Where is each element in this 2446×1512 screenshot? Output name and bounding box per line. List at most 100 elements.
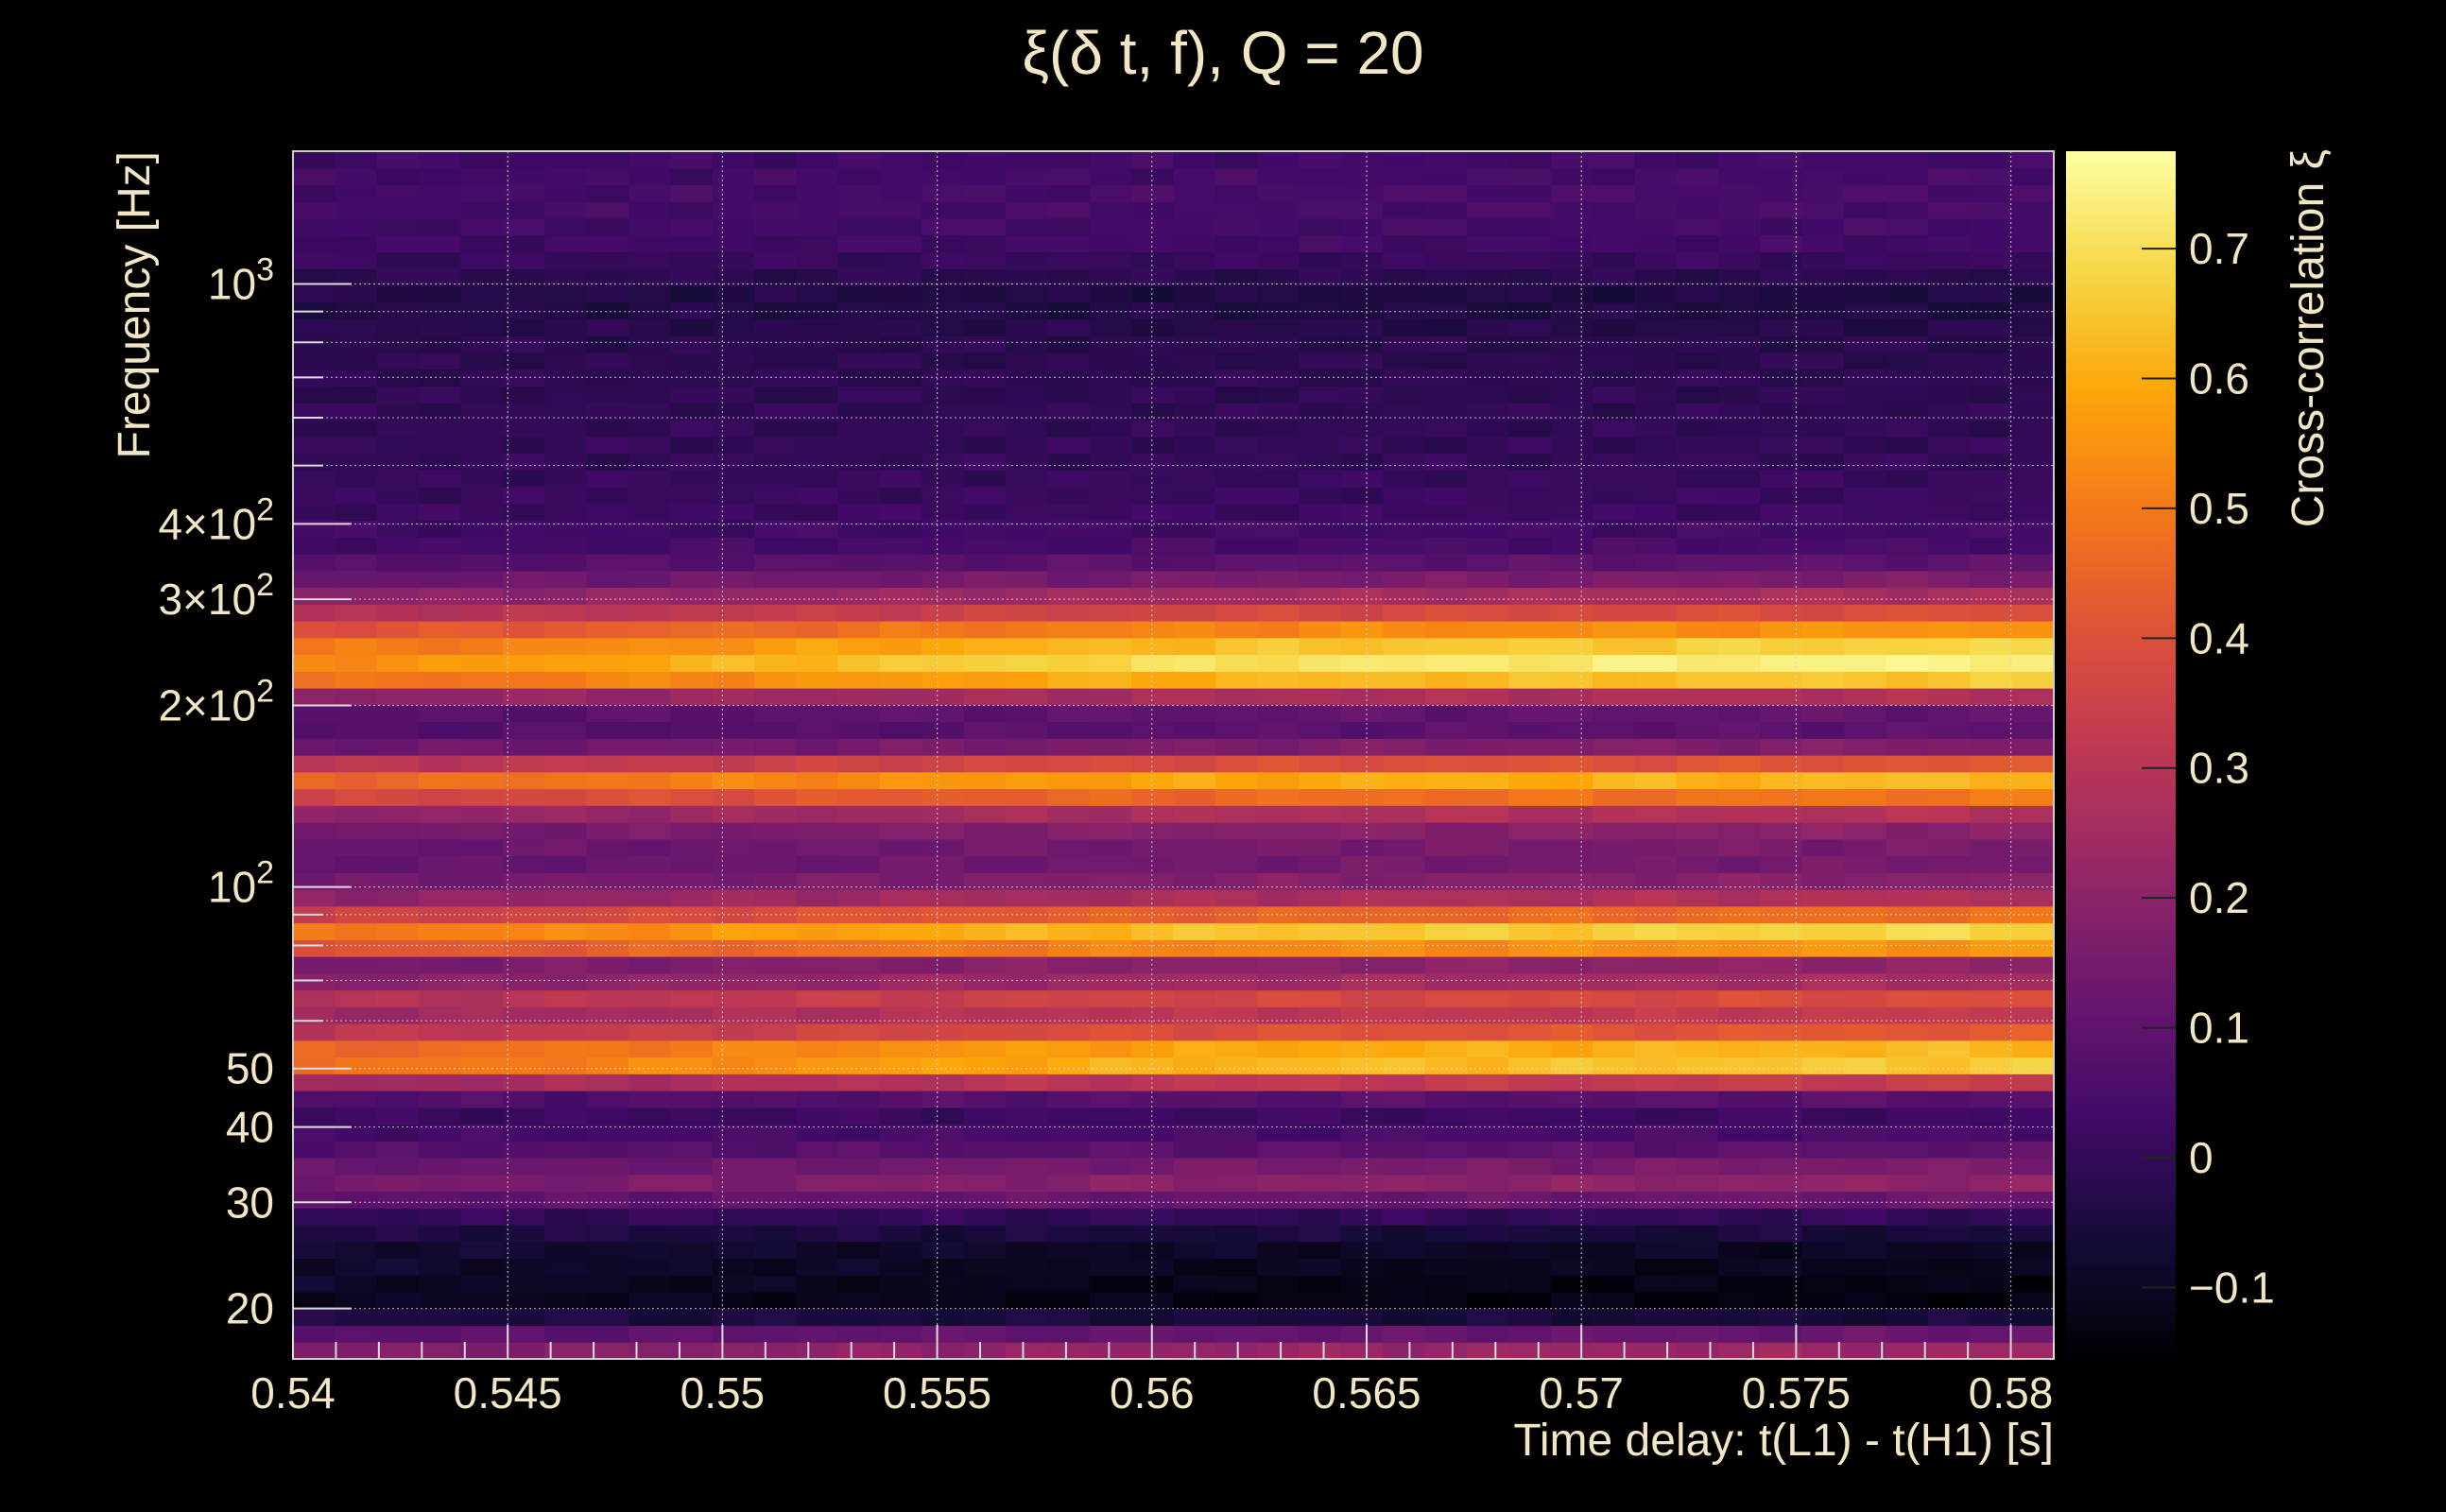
heatmap-cell: [1550, 503, 1593, 522]
heatmap-cell: [1970, 301, 2013, 320]
heatmap-cell: [837, 1292, 881, 1310]
heatmap-cell: [544, 151, 588, 169]
heatmap-cell: [1970, 688, 2013, 706]
heatmap-cell: [376, 167, 420, 186]
heatmap-cell: [1801, 1091, 1845, 1108]
heatmap-cell: [1131, 487, 1175, 505]
heatmap-cell: [1927, 554, 1971, 572]
heatmap-cell: [1760, 1158, 1803, 1176]
heatmap-cell: [1886, 1292, 1929, 1310]
heatmap-cell: [1257, 352, 1301, 370]
heatmap-cell: [1634, 234, 1678, 253]
heatmap-cell: [1299, 704, 1342, 723]
heatmap-cell: [1718, 420, 1762, 438]
heatmap-cell: [1299, 369, 1342, 387]
heatmap-cell: [796, 335, 839, 353]
heatmap-cell: [1550, 436, 1593, 455]
heatmap-cell: [1634, 721, 1678, 739]
heatmap-cell: [586, 604, 629, 622]
heatmap-cell: [335, 386, 378, 404]
heatmap-cell: [963, 1074, 1007, 1091]
heatmap-cell: [837, 285, 881, 303]
heatmap-cell: [1383, 1107, 1426, 1125]
heatmap-cell: [796, 1225, 839, 1243]
heatmap-cell: [1424, 335, 1468, 353]
heatmap-cell: [376, 637, 420, 656]
heatmap-cell: [628, 268, 671, 286]
heatmap-cell: [712, 1308, 755, 1327]
heatmap-cell: [712, 503, 755, 522]
heatmap-cell: [335, 403, 378, 421]
heatmap-cell: [1508, 637, 1552, 656]
heatmap-cell: [1593, 872, 1636, 890]
heatmap-cell: [1173, 621, 1216, 639]
heatmap-cell: [1508, 167, 1552, 186]
heatmap-cell: [753, 386, 797, 404]
heatmap-cell: [670, 587, 714, 605]
heatmap-cell: [544, 788, 588, 806]
heatmap-cell: [1299, 956, 1342, 974]
heatmap-cell: [1467, 587, 1509, 605]
heatmap-cell: [1927, 604, 1971, 622]
heatmap-cell: [1257, 1023, 1301, 1041]
heatmap-cell: [1131, 1174, 1175, 1193]
heatmap-cell: [293, 1158, 336, 1176]
x-tick-label: 0.57: [1539, 1368, 1624, 1418]
heatmap-cell: [1214, 487, 1258, 505]
heatmap-cell: [1801, 503, 1845, 522]
heatmap-cell: [293, 1292, 336, 1310]
heatmap-cell: [712, 1191, 755, 1209]
heatmap-cell: [1927, 1141, 1971, 1159]
heatmap-cell: [1593, 301, 1636, 320]
heatmap-cell: [1550, 1191, 1593, 1209]
heatmap-cell: [753, 956, 797, 974]
heatmap-cell: [1886, 184, 1929, 202]
heatmap-cell: [1718, 671, 1762, 689]
heatmap-cell: [1173, 905, 1216, 924]
heatmap-cell: [670, 604, 714, 622]
heatmap-cell: [628, 688, 671, 706]
heatmap-cell: [1173, 1191, 1216, 1209]
heatmap-cell: [502, 704, 545, 723]
heatmap-cell: [460, 1040, 504, 1058]
heatmap-cell: [712, 704, 755, 723]
heatmap-cell: [963, 184, 1007, 202]
heatmap-cell: [1718, 201, 1762, 219]
heatmap-cell: [419, 956, 462, 974]
heatmap-cell: [670, 151, 714, 169]
heatmap-cell: [880, 1241, 922, 1260]
heatmap-cell: [1340, 855, 1384, 873]
heatmap-cell: [544, 1057, 588, 1074]
heatmap-cell: [2011, 1040, 2055, 1058]
heatmap-cell: [1131, 1124, 1175, 1142]
heatmap-cell: [544, 721, 588, 739]
heatmap-cell: [1424, 487, 1468, 505]
heatmap-cell: [293, 721, 336, 739]
heatmap-cell: [712, 771, 755, 790]
heatmap-cell: [335, 956, 378, 974]
heatmap-cell: [293, 1091, 336, 1108]
heatmap-cell: [1299, 889, 1342, 907]
heatmap-cell: [796, 1208, 839, 1226]
heatmap-cell: [1047, 520, 1091, 538]
heatmap-cell: [2011, 1006, 2055, 1024]
heatmap-cell: [1844, 838, 1887, 857]
heatmap-cell: [1760, 604, 1803, 622]
heatmap-cell: [1760, 184, 1803, 202]
heatmap-cell: [1844, 335, 1887, 353]
heatmap-cell: [1634, 503, 1678, 522]
heatmap-cell: [1718, 1308, 1762, 1327]
heatmap-cell: [922, 301, 965, 320]
heatmap-cell: [293, 688, 336, 706]
heatmap-cell: [628, 352, 671, 370]
heatmap-cell: [1006, 972, 1049, 991]
heatmap-cell: [1131, 587, 1175, 605]
heatmap-cell: [544, 838, 588, 857]
heatmap-cell: [628, 1040, 671, 1058]
heatmap-cell: [1508, 318, 1552, 336]
heatmap-cell: [712, 554, 755, 572]
heatmap-cell: [1634, 855, 1678, 873]
heatmap-cell: [419, 838, 462, 857]
heatmap-cell: [1383, 1023, 1426, 1041]
heatmap-cell: [1801, 554, 1845, 572]
